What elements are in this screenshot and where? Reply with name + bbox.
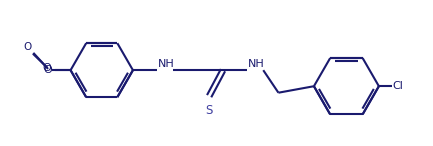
Text: S: S (205, 104, 213, 117)
Text: NH: NH (158, 59, 174, 69)
Text: O: O (23, 42, 32, 52)
Text: O: O (42, 64, 51, 73)
Text: O: O (44, 65, 52, 75)
Text: NH: NH (248, 59, 265, 69)
Text: Cl: Cl (393, 81, 404, 91)
